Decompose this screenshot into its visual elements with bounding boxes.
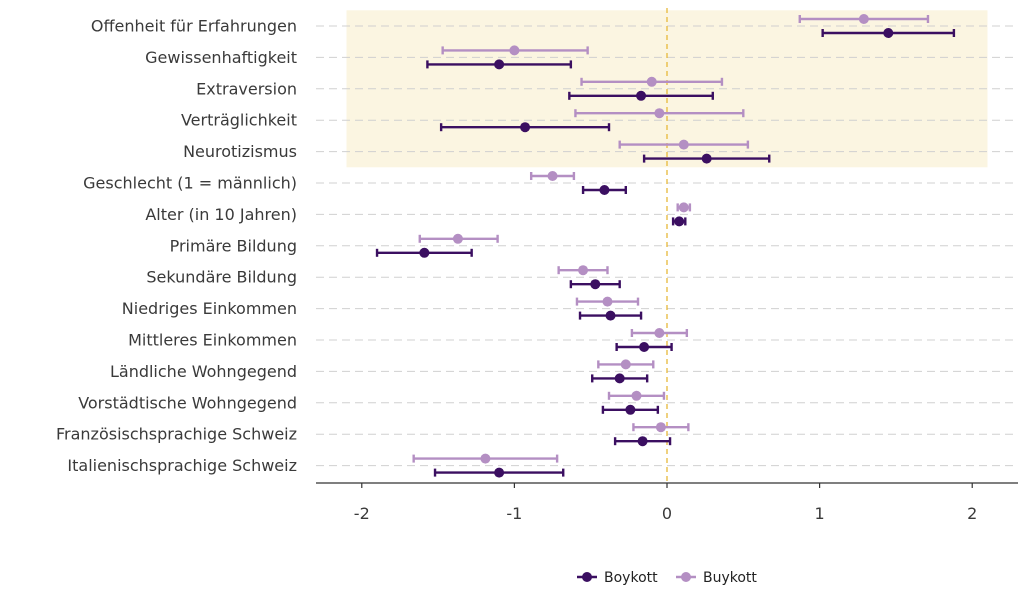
y-axis-label: Ländliche Wohngegend	[110, 362, 297, 381]
boykott-point	[494, 467, 505, 478]
boykott-point	[614, 373, 625, 384]
boykott-point	[701, 153, 712, 164]
y-axis-label: Neurotizismus	[183, 142, 297, 161]
y-axis-label: Primäre Bildung	[170, 236, 297, 255]
buykott-point	[452, 233, 463, 244]
boykott-point	[605, 310, 616, 321]
y-axis-label: Gewissenhaftigkeit	[145, 48, 297, 67]
boykott-point	[520, 122, 531, 133]
boykott-point	[419, 247, 430, 258]
legend-swatch-point-boykott	[582, 572, 592, 582]
y-axis-label: Alter (in 10 Jahren)	[145, 205, 297, 224]
buykott-point	[654, 108, 665, 119]
boykott-point	[636, 90, 647, 101]
legend-swatch-point-buykott	[681, 572, 691, 582]
buykott-point	[547, 171, 558, 181]
boykott-point	[494, 59, 505, 70]
buykott-point	[620, 359, 631, 370]
buykott-point	[602, 296, 613, 307]
buykott-point	[631, 390, 642, 401]
buykott-point	[678, 139, 689, 150]
buykott-point	[858, 14, 869, 24]
x-axis: -2 -1 0 1 2	[316, 482, 1018, 523]
boykott-point	[637, 436, 648, 447]
buykott-point	[678, 202, 689, 213]
boykott-point	[674, 216, 685, 227]
boykott-point	[625, 404, 636, 415]
y-axis-label: Französischsprachige Schweiz	[56, 425, 297, 444]
series-boykott	[375, 28, 956, 478]
boykott-point	[590, 279, 601, 290]
series-buykott	[412, 14, 930, 464]
y-axis-label: Geschlecht (1 = männlich)	[83, 174, 297, 193]
y-axis-label: Vorstädtische Wohngegend	[78, 393, 297, 412]
buykott-point	[655, 422, 666, 433]
y-axis-label: Niedriges Einkommen	[122, 299, 297, 318]
y-axis-labels: Offenheit für Erfahrungen Gewissenhaftigk…	[56, 17, 297, 476]
buykott-point	[480, 453, 491, 464]
x-tick-label: 1	[815, 504, 825, 523]
legend: Boykott Buykott	[577, 570, 757, 586]
buykott-point	[578, 265, 589, 276]
boykott-point	[883, 28, 894, 38]
x-tick-label: -1	[506, 504, 522, 523]
legend-label-boykott: Boykott	[604, 570, 658, 586]
x-tick-label: 2	[967, 504, 977, 523]
x-tick-label: -2	[354, 504, 370, 523]
y-axis-label: Verträglichkeit	[181, 111, 297, 130]
buykott-point	[509, 45, 520, 56]
y-axis-label: Sekundäre Bildung	[146, 268, 297, 287]
buykott-point	[646, 76, 657, 87]
boykott-point	[639, 342, 650, 352]
legend-label-buykott: Buykott	[703, 570, 757, 586]
boykott-point	[599, 185, 610, 195]
y-axis-label: Offenheit für Erfahrungen	[91, 17, 297, 36]
series-layer	[375, 14, 956, 478]
buykott-point	[654, 328, 665, 338]
y-axis-label: Mittleres Einkommen	[128, 331, 297, 350]
x-tick-label: 0	[662, 504, 672, 523]
y-axis-label: Extraversion	[196, 79, 297, 98]
y-axis-label: Italienischsprachige Schweiz	[67, 456, 297, 475]
